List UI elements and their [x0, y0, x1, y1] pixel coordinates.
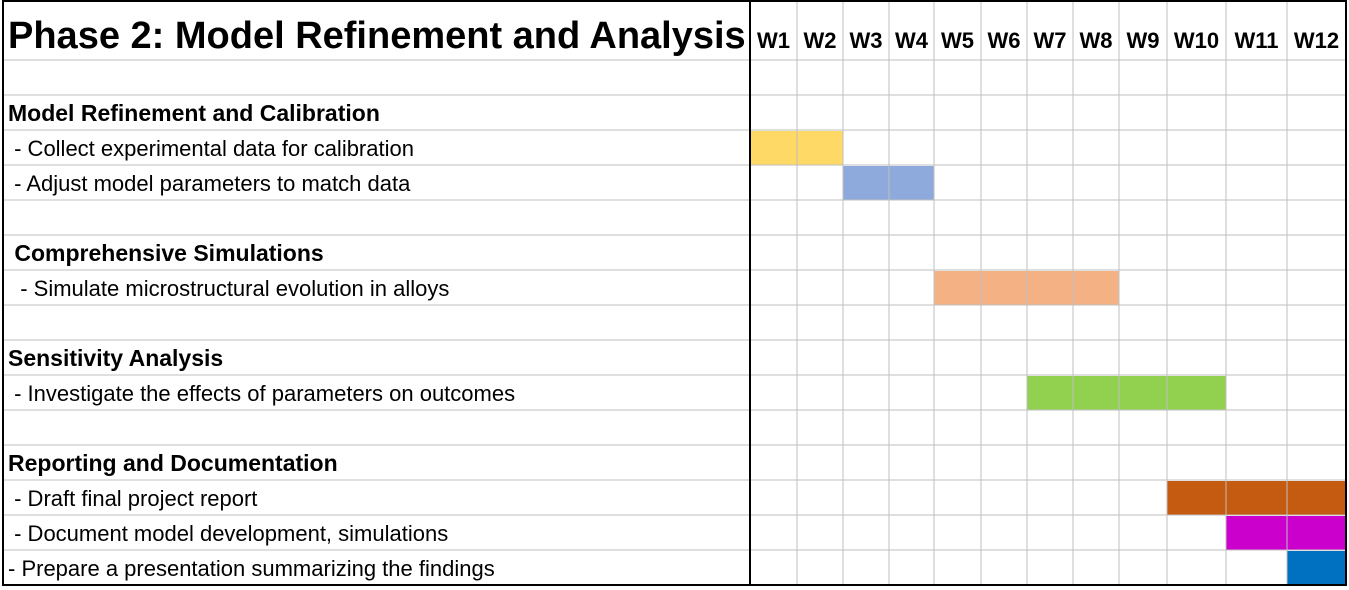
section-label-12: Reporting and Documentation: [8, 450, 338, 476]
week-header-w6: W6: [988, 28, 1021, 53]
task-bar-13: [1167, 481, 1346, 515]
chart-title: Phase 2: Model Refinement and Analysis: [8, 15, 746, 57]
task-bar-10: [1027, 376, 1226, 410]
week-header-w9: W9: [1127, 28, 1160, 53]
week-header-w12: W12: [1294, 28, 1339, 53]
task-label-14: - Document model development, simulation…: [8, 521, 448, 546]
week-header-w3: W3: [850, 28, 883, 53]
task-bars: [750, 131, 1346, 585]
task-label-13: - Draft final project report: [8, 486, 257, 511]
section-label-2: Model Refinement and Calibration: [8, 100, 380, 126]
labels: Phase 2: Model Refinement and Analysis W…: [8, 15, 1339, 581]
task-label-7: - Simulate microstructural evolution in …: [8, 276, 449, 301]
week-header-w5: W5: [941, 28, 974, 53]
task-label-10: - Investigate the effects of parameters …: [8, 381, 515, 406]
week-header-w4: W4: [895, 28, 929, 53]
task-bar-15: [1287, 551, 1346, 585]
week-header-w11: W11: [1234, 28, 1278, 53]
section-label-6: Comprehensive Simulations: [8, 240, 324, 266]
week-header-w10: W10: [1174, 28, 1219, 53]
task-label-15: - Prepare a presentation summarizing the…: [8, 556, 495, 581]
task-bar-14: [1226, 516, 1346, 550]
week-header-w8: W8: [1080, 28, 1113, 53]
task-label-4: - Adjust model parameters to match data: [8, 171, 411, 196]
week-header-w2: W2: [804, 28, 837, 53]
section-label-9: Sensitivity Analysis: [8, 345, 223, 371]
week-header-w7: W7: [1034, 28, 1067, 53]
task-label-3: - Collect experimental data for calibrat…: [8, 136, 414, 161]
week-header-w1: W1: [757, 28, 790, 53]
